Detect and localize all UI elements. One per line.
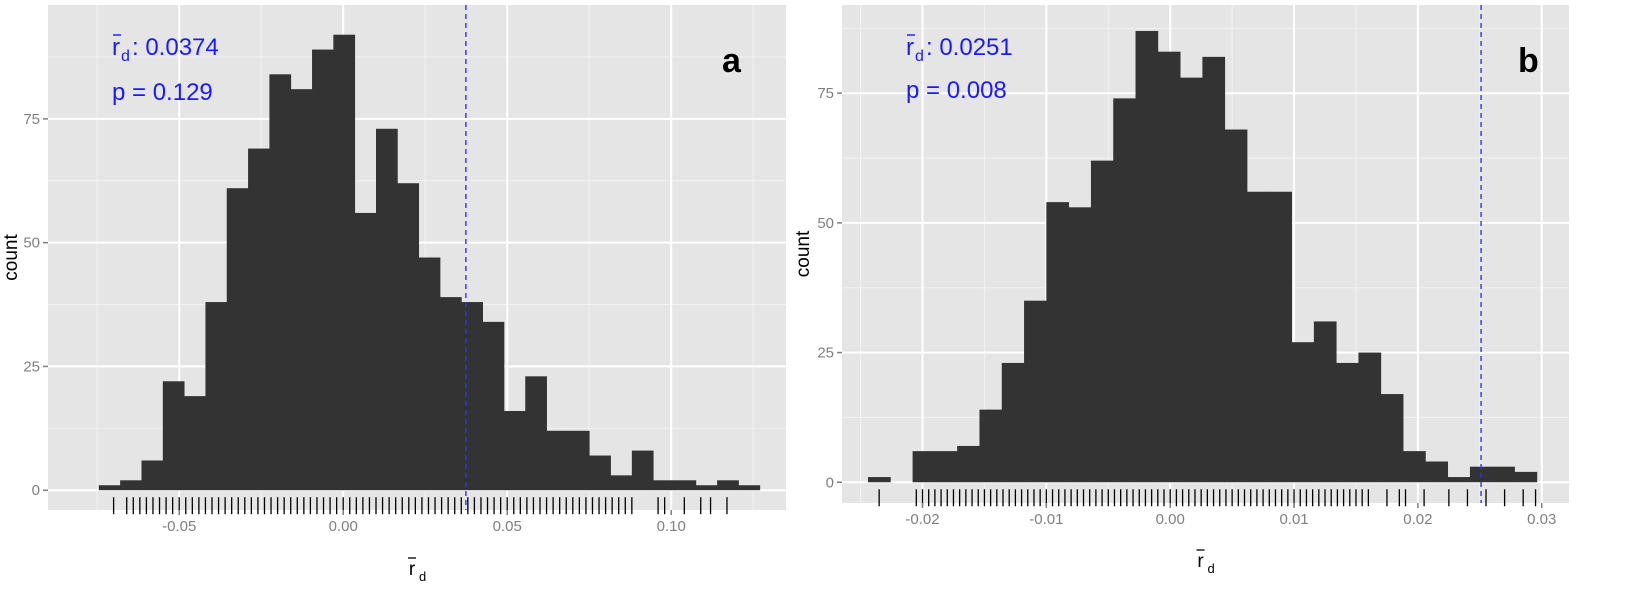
histogram-bar <box>525 376 547 491</box>
histogram-bar <box>1447 477 1471 483</box>
histogram-bar <box>418 257 441 491</box>
y-tick-label: 25 <box>23 358 40 375</box>
histogram-bar <box>312 49 334 491</box>
histogram-bar <box>162 381 185 491</box>
annotation-value: : 0.0251 <box>926 34 1013 61</box>
y-tick-label: 50 <box>817 215 834 232</box>
histogram-bar <box>1135 30 1159 483</box>
annotation-p-value: p = 0.008 <box>906 77 1007 104</box>
annotation-subscript: d <box>915 48 924 65</box>
histogram-bar <box>205 302 228 491</box>
histogram-bar <box>653 480 675 491</box>
y-axis-title: count <box>793 230 814 277</box>
histogram-bar <box>226 188 249 491</box>
histogram-bar <box>1113 98 1136 483</box>
histogram-bar <box>1514 471 1538 483</box>
y-tick-label: 25 <box>817 345 834 362</box>
histogram-bar <box>439 297 462 491</box>
y-tick-label: 50 <box>23 235 40 252</box>
histogram-bar <box>934 451 958 483</box>
x-tick-label: -0.01 <box>1029 511 1063 528</box>
histogram-bar <box>1024 300 1047 483</box>
histogram-bar <box>1202 56 1226 483</box>
x-tick-label: 0.01 <box>1279 511 1308 528</box>
histogram-bar <box>397 183 420 491</box>
histogram-bar <box>1492 466 1515 483</box>
histogram-bar <box>738 485 761 491</box>
histogram-bar <box>1046 202 1070 483</box>
histogram-bar <box>1336 362 1359 483</box>
histogram-bar <box>482 321 505 491</box>
histogram-bar <box>567 430 590 491</box>
histogram-bar <box>120 480 142 491</box>
histogram-bar <box>1157 51 1181 483</box>
histogram-bar <box>1001 362 1025 483</box>
y-tick-label: 0 <box>826 474 834 491</box>
histogram-bar <box>290 89 313 491</box>
histogram-bar <box>1246 191 1270 483</box>
annotation-symbol: r <box>112 34 120 61</box>
x-tick-label: 0.03 <box>1527 511 1556 528</box>
histogram-bar <box>674 480 697 491</box>
x-tick-label: -0.05 <box>162 518 196 535</box>
histogram-bar <box>979 409 1003 483</box>
x-axis-title: r <box>1197 551 1204 572</box>
histogram-bar <box>333 34 356 491</box>
histogram-bar <box>912 451 936 483</box>
histogram-bar <box>868 477 891 483</box>
x-tick-label: -0.02 <box>905 511 939 528</box>
histogram-bar <box>1425 461 1449 483</box>
histogram-bar <box>248 148 270 491</box>
x-tick-label: 0.05 <box>493 518 522 535</box>
histogram-bar <box>354 212 377 491</box>
histogram-bar <box>1313 321 1337 483</box>
x-tick-label: 0.02 <box>1403 511 1432 528</box>
y-tick-label: 75 <box>817 85 834 102</box>
panel-label: b <box>1518 42 1539 80</box>
histogram-bar <box>1291 342 1315 483</box>
histogram-bar <box>1403 451 1426 483</box>
histogram-bar <box>376 128 398 491</box>
histogram-bar <box>717 480 739 491</box>
histogram-bar <box>589 455 611 491</box>
annotation-symbol: r <box>906 34 914 61</box>
histogram-bar <box>1380 394 1404 483</box>
histogram-bar <box>461 302 483 491</box>
x-tick-label: 0.00 <box>329 518 358 535</box>
y-tick-label: 0 <box>32 482 40 499</box>
histogram-bar <box>184 396 206 491</box>
y-tick-label: 75 <box>23 111 40 128</box>
histogram-bar <box>610 475 633 491</box>
annotation-p-value: p = 0.129 <box>112 79 213 106</box>
histogram-bar <box>141 460 164 491</box>
y-axis-title: count <box>1 234 22 281</box>
annotation-value: : 0.0374 <box>132 34 219 61</box>
histogram-bar <box>1180 77 1203 483</box>
x-tick-label: 0.00 <box>1156 511 1185 528</box>
histogram-bar <box>503 410 526 491</box>
histogram-bar <box>1358 352 1382 483</box>
histogram-bar <box>269 74 292 491</box>
histogram-bar <box>546 430 569 491</box>
histogram-bar <box>1224 129 1248 483</box>
histogram-bar <box>631 450 654 491</box>
histogram-bar <box>1269 191 1292 483</box>
x-axis-title-subscript: d <box>1208 561 1215 576</box>
panel-label: a <box>722 42 742 80</box>
histogram-bar <box>1090 160 1114 483</box>
x-tick-label: 0.10 <box>657 518 686 535</box>
histogram-bar <box>957 445 980 483</box>
histogram-bar <box>1068 207 1092 483</box>
x-axis-title-subscript: d <box>419 569 426 584</box>
x-axis-title: r <box>409 559 416 580</box>
histogram-bar <box>695 485 718 491</box>
annotation-subscript: d <box>121 48 130 65</box>
histogram-bar <box>98 485 121 491</box>
